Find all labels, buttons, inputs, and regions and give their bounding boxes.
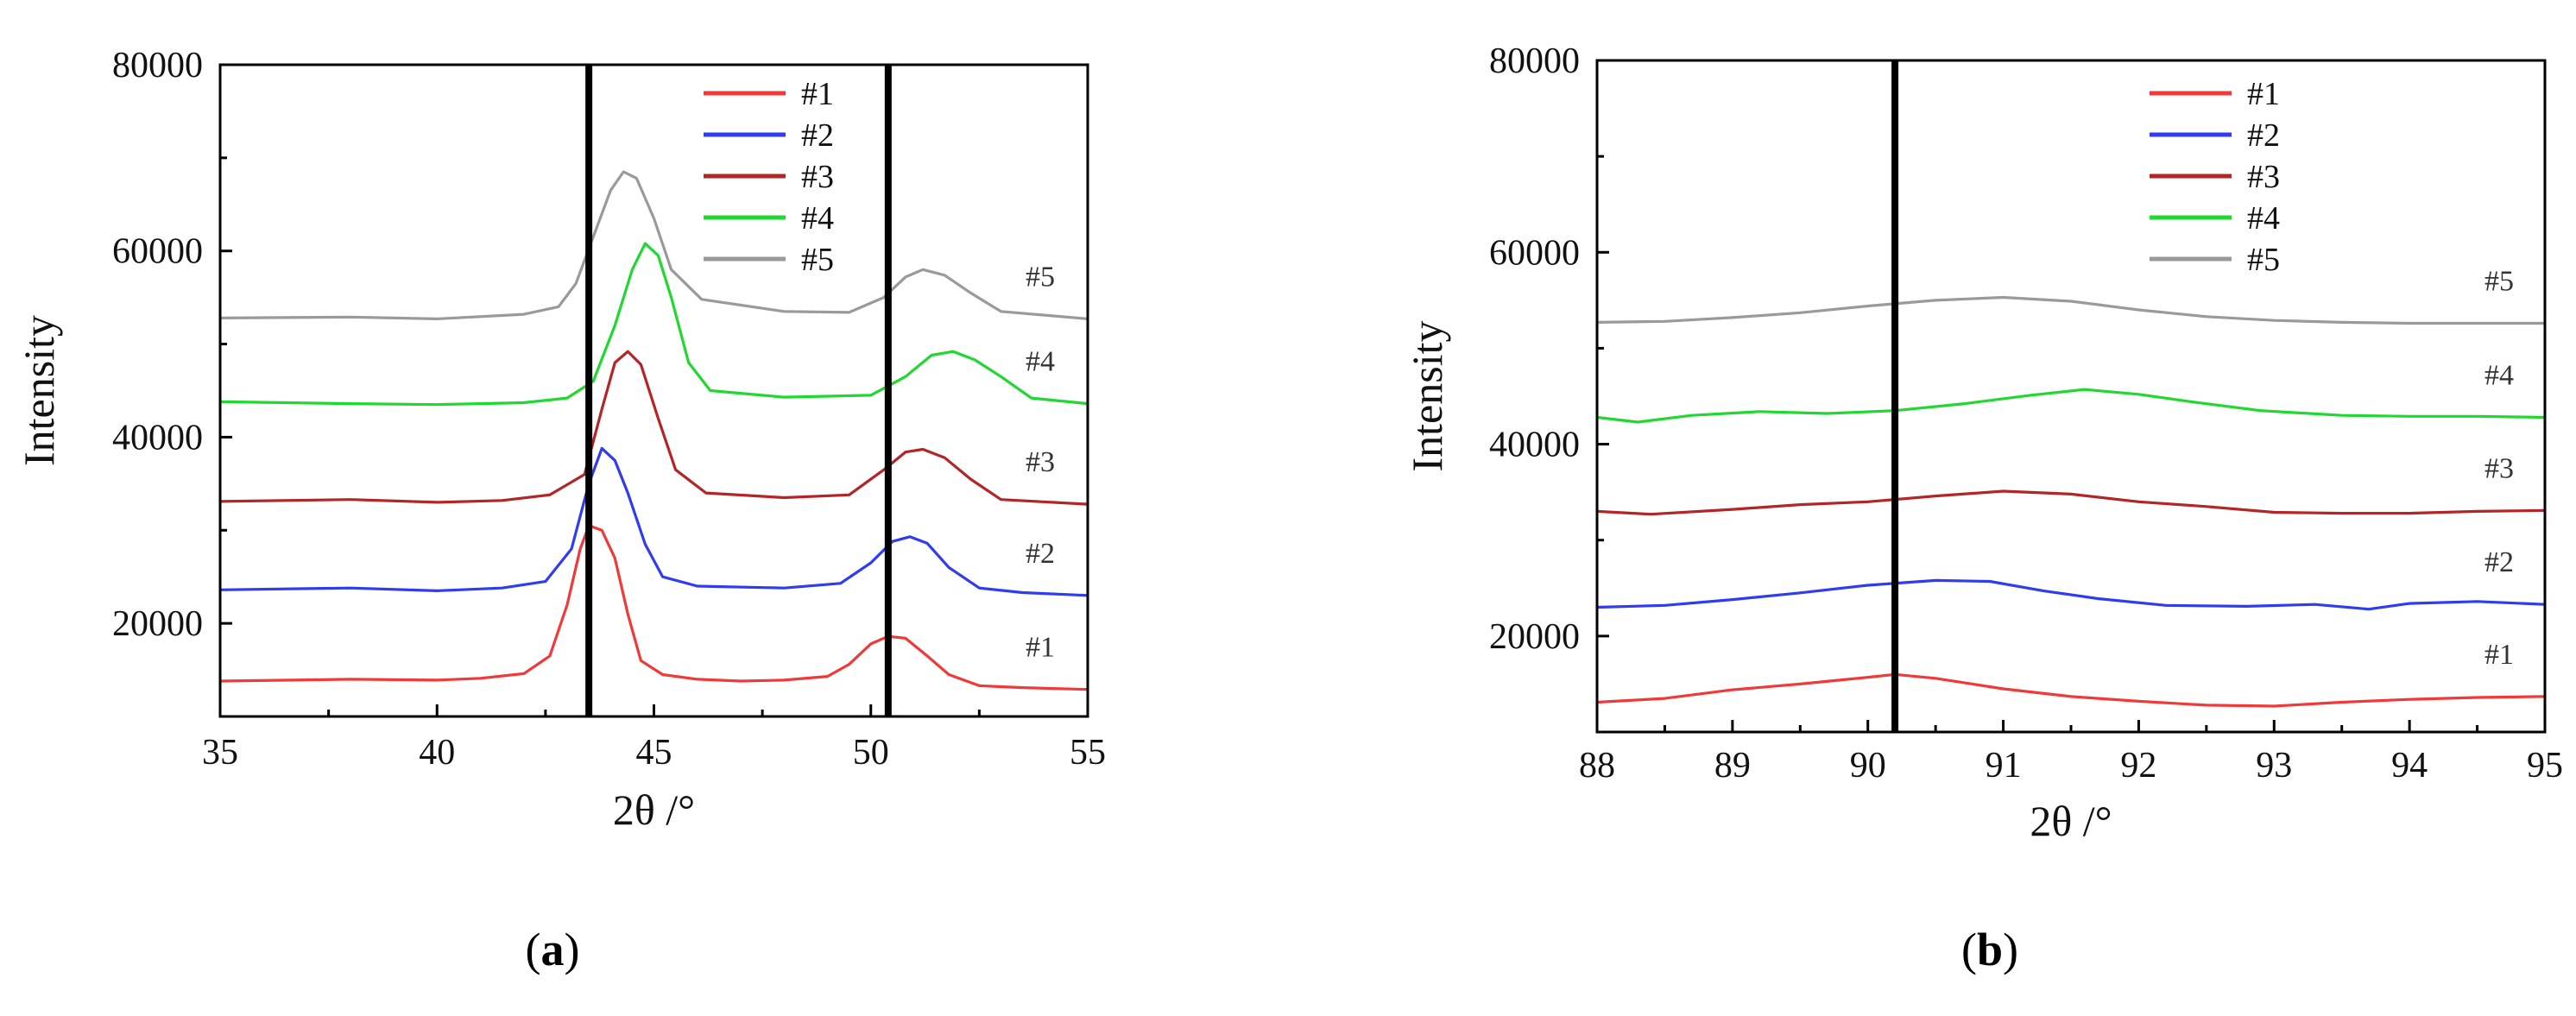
y-tick-label: 40000 <box>112 418 203 458</box>
legend-label: #2 <box>2247 117 2280 154</box>
x-tick-label: 89 <box>1714 746 1751 786</box>
series-end-label: #1 <box>1026 632 1055 664</box>
legend: #1 #2 #3 #4 #5 <box>704 76 834 278</box>
series-end-label: #3 <box>1026 446 1055 478</box>
y-tick-label: 40000 <box>1489 426 1580 465</box>
x-tick-label: 90 <box>1850 746 1886 786</box>
x-tick-label: 88 <box>1579 746 1615 786</box>
series-line-1 <box>219 524 1089 691</box>
y-tick-label: 20000 <box>1489 617 1580 657</box>
series-line-2 <box>219 446 1089 597</box>
series-line-5 <box>219 170 1089 320</box>
x-tick-label: 91 <box>1986 746 2022 786</box>
series-line-4 <box>1596 388 2546 424</box>
series-line-2 <box>1596 578 2546 611</box>
series-line-1 <box>1596 672 2546 708</box>
y-tick-label: 80000 <box>112 46 203 85</box>
legend-label: #5 <box>2247 242 2280 278</box>
y-tick-label: 20000 <box>112 604 203 644</box>
x-tick-label: 95 <box>2527 746 2563 786</box>
legend-label: #2 <box>801 117 834 154</box>
series-end-label: #2 <box>1026 538 1055 570</box>
series-line-5 <box>1596 295 2545 325</box>
y-tick-label: 60000 <box>1489 233 1580 273</box>
legend-label: #3 <box>2247 159 2280 195</box>
x-axis-title: 2θ /° <box>2030 797 2112 845</box>
series-end-label: #3 <box>2484 452 2514 484</box>
series-line-3 <box>1596 489 2546 516</box>
x-tick-label: 35 <box>202 733 238 773</box>
series-end-label: #1 <box>2484 639 2514 671</box>
series-line-3 <box>219 350 1089 506</box>
series-end-label: #4 <box>1026 346 1055 378</box>
series-line-4 <box>219 242 1089 407</box>
panel-caption-letter: a <box>541 924 565 975</box>
y-axis-title: Intensity <box>15 315 63 466</box>
series-end-label: #4 <box>2484 359 2514 391</box>
x-tick-label: 50 <box>853 733 889 773</box>
x-axis-title: 2θ /° <box>613 786 695 834</box>
legend-label: #5 <box>801 242 834 278</box>
legend-label: #3 <box>801 159 834 195</box>
x-tick-label: 45 <box>636 733 672 773</box>
x-tick-label: 92 <box>2120 746 2156 786</box>
legend: #1 #2 #3 #4 #5 <box>2150 76 2280 278</box>
panel-caption: (a) <box>526 924 580 975</box>
panel-caption-letter: b <box>1977 924 2003 975</box>
x-tick-label: 40 <box>419 733 455 773</box>
y-tick-label: 60000 <box>112 232 203 272</box>
panel-caption: (b) <box>1961 924 2018 975</box>
plot-frame <box>218 63 1089 718</box>
plot-frame <box>1595 59 2547 734</box>
series-end-label: #2 <box>2484 546 2514 578</box>
legend-label: #1 <box>2247 76 2280 112</box>
x-tick-label: 55 <box>1070 733 1106 773</box>
series-end-label: #5 <box>2484 266 2514 298</box>
x-tick-label: 93 <box>2256 746 2292 786</box>
chart-panel-a: 35 40 45 50 55 20000 40000 60000 80000 2θ /° Inten… <box>15 46 1106 975</box>
y-tick-label: 80000 <box>1489 41 1580 81</box>
x-tick-label: 94 <box>2391 746 2428 786</box>
legend-label: #1 <box>801 76 834 112</box>
legend-label: #4 <box>801 200 834 237</box>
y-axis-title: Intensity <box>1403 321 1451 472</box>
legend-label: #4 <box>2247 200 2280 237</box>
series-end-label: #5 <box>1026 261 1055 293</box>
chart-panel-b: 88 89 90 91 92 93 94 95 20000 40000 60000 80000 2θ /… <box>1403 41 2563 975</box>
